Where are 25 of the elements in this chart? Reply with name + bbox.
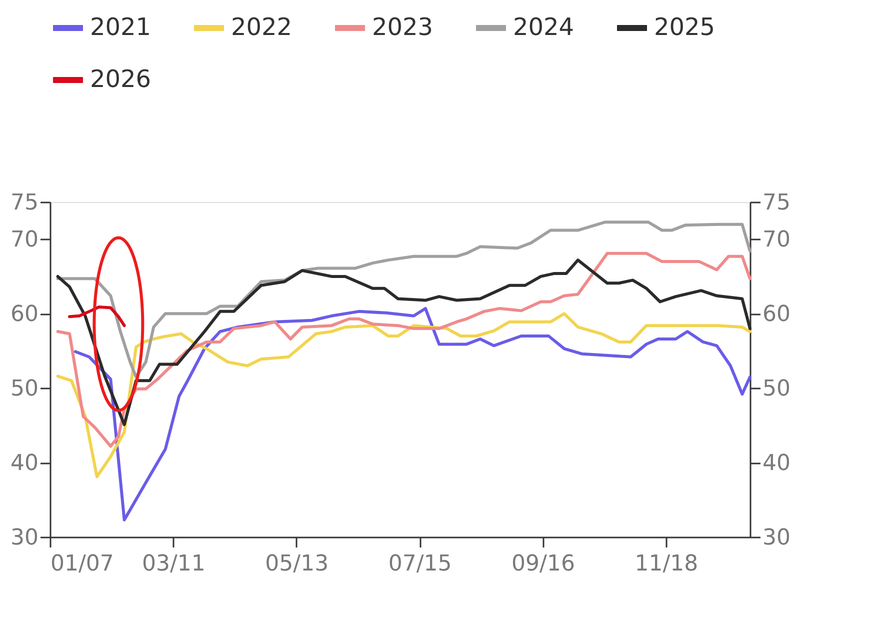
legend-label: 2024 <box>513 13 574 41</box>
y2-tick-label: 60 <box>762 302 790 328</box>
y-tick-label: 30 <box>10 526 38 550</box>
x-tick-label: 09/16 <box>512 552 575 576</box>
legend-label: 2022 <box>231 13 292 41</box>
legend-label: 2026 <box>90 65 152 93</box>
y-tick-label: 50 <box>10 376 38 402</box>
x-tick-label: 03/11 <box>142 552 206 576</box>
y-tick-label: 40 <box>10 451 38 476</box>
legend-label: 2025 <box>654 13 716 41</box>
y2-tick-label: 40 <box>762 451 790 476</box>
x-tick-label: 01/07 <box>50 552 114 576</box>
y2-tick-label: 75 <box>762 190 790 216</box>
x-tick-label: 11/18 <box>634 552 698 576</box>
y2-tick-label: 70 <box>762 228 790 253</box>
y2-tick-label: 30 <box>762 526 790 550</box>
y-tick-label: 70 <box>10 228 38 253</box>
line-series <box>68 305 126 328</box>
x-tick-label: 07/15 <box>388 552 452 576</box>
legend-label: 2021 <box>90 13 152 41</box>
legend-label: 2023 <box>372 13 434 41</box>
x-tick-label: 05/13 <box>265 552 329 576</box>
y-tick-label: 75 <box>10 190 38 216</box>
y-tick-label: 60 <box>10 302 38 328</box>
y2-tick-label: 50 <box>762 376 790 402</box>
